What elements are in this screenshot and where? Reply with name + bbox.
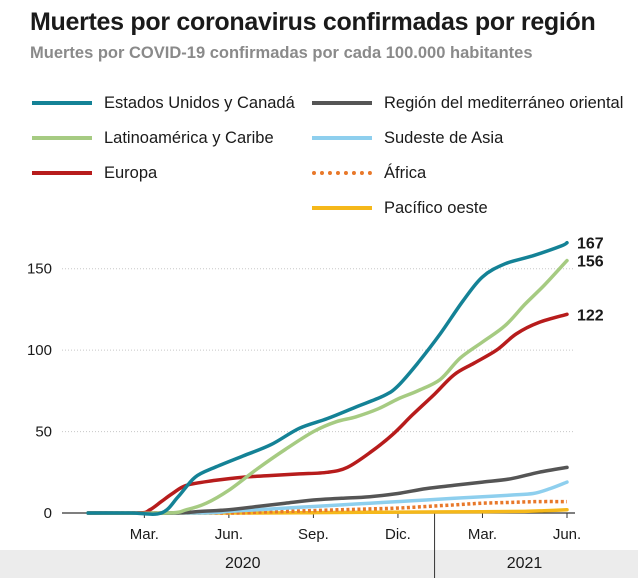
legend-swatch	[312, 171, 372, 175]
legend-item: África	[312, 163, 426, 183]
series-line-latinoamerica-y-caribe	[86, 258, 569, 515]
legend-swatch	[32, 136, 92, 140]
x-tick-label: Mar.	[468, 526, 497, 543]
legend-item: Europa	[32, 163, 157, 183]
chart-subtitle: Muertes por COVID-19 confirmadas por cad…	[30, 44, 533, 62]
legend-swatch	[312, 206, 372, 210]
legend-label: Región del mediterráneo oriental	[384, 93, 624, 112]
y-tick-label: 50	[35, 424, 52, 441]
legend-item: Pacífico oeste	[312, 198, 488, 218]
year-band	[0, 550, 638, 578]
legend-label: Pacífico oeste	[384, 198, 488, 217]
y-tick-label: 100	[27, 342, 52, 359]
legend-item: Estados Unidos y Canadá	[32, 93, 295, 113]
series-line-sudeste-de-asia	[86, 480, 569, 515]
year-label: 2020	[224, 555, 261, 572]
legend-swatch	[312, 101, 372, 105]
series-line-estados-unidos-y-canada	[86, 240, 569, 516]
end-value-label: 167	[577, 236, 604, 253]
series-line-europa	[86, 312, 569, 515]
y-tick-label: 0	[44, 505, 52, 522]
x-tick-label: Dic.	[385, 526, 411, 543]
x-tick-label: Jun.	[553, 526, 581, 543]
legend-swatch	[32, 171, 92, 175]
x-tick-label: Sep.	[298, 526, 329, 543]
legend-item: Sudeste de Asia	[312, 128, 503, 148]
legend-item: Región del mediterráneo oriental	[312, 93, 623, 113]
legend-swatch	[312, 136, 372, 140]
x-tick-label: Mar.	[130, 526, 159, 543]
series-line-africa	[87, 499, 568, 515]
legend-label: Estados Unidos y Canadá	[104, 93, 295, 112]
y-tick-label: 150	[27, 261, 52, 278]
x-tick-label: Jun.	[215, 526, 243, 543]
year-label: 2021	[506, 555, 543, 572]
end-value-label: 122	[577, 307, 604, 324]
legend-label: África	[384, 163, 427, 182]
legend-item: Latinoamérica y Caribe	[32, 128, 274, 148]
legend-swatch	[32, 101, 92, 105]
legend-label: Latinoamérica y Caribe	[104, 128, 274, 147]
series-line-pacifico-oeste	[86, 507, 569, 515]
end-value-label: 156	[577, 254, 604, 271]
legend-label: Europa	[104, 163, 158, 182]
legend-label: Sudeste de Asia	[384, 128, 504, 147]
chart-title: Muertes por coronavirus confirmadas por …	[30, 8, 596, 36]
series-line-region-del-mediterraneo-oriental	[86, 465, 569, 515]
